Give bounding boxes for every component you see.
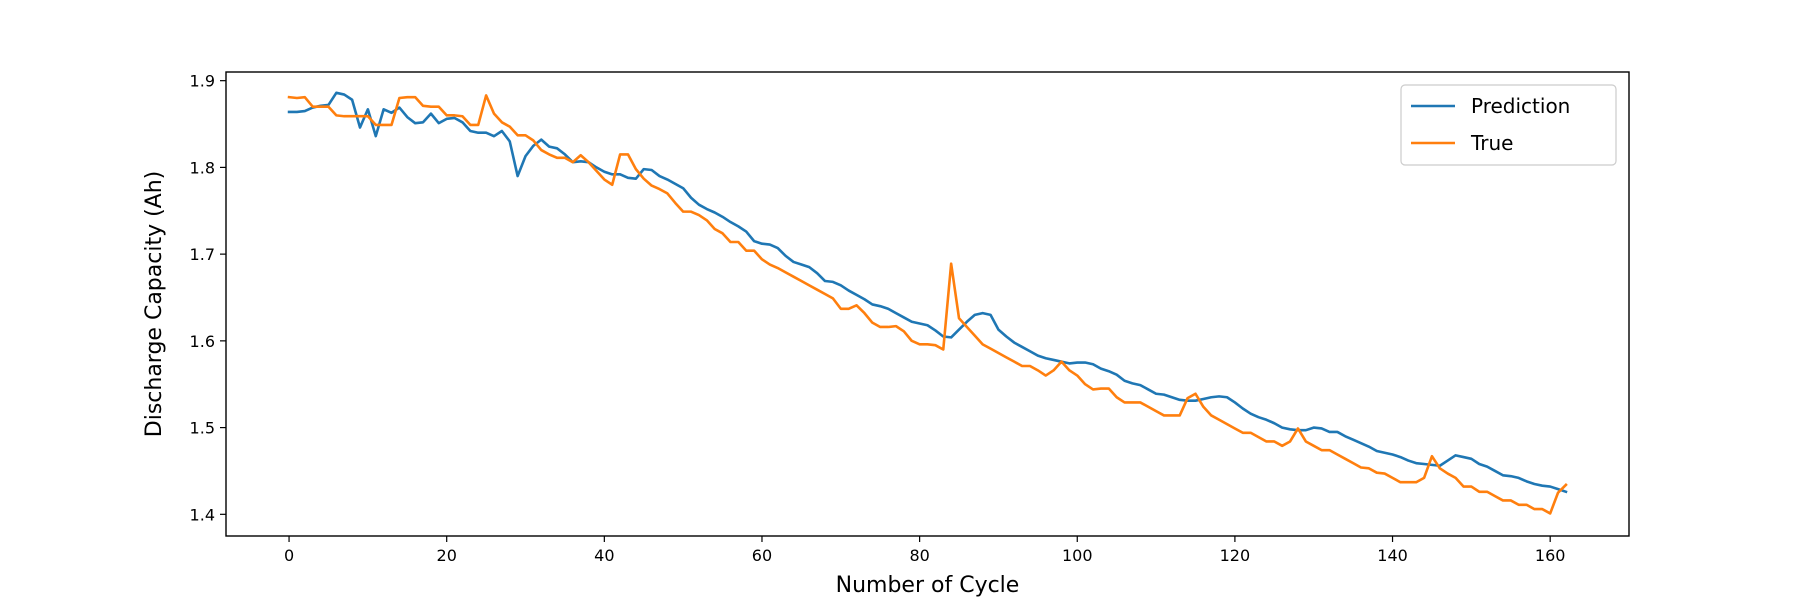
series-line-true	[287, 94, 1568, 515]
x-axis-label: Number of Cycle	[836, 573, 1020, 598]
y-tick-label: 1.5	[190, 419, 215, 438]
y-tick-label: 1.9	[190, 72, 215, 91]
y-axis-ticks: 1.4 1.5 1.6 1.7 1.8 1.9	[190, 72, 226, 524]
x-tick-label: 100	[1062, 546, 1093, 565]
legend: Prediction True	[1400, 84, 1617, 166]
x-axis-ticks: 0 20 40 60 80 100 120 140 160	[284, 536, 1565, 565]
y-tick-label: 1.8	[190, 158, 215, 177]
plot-frame	[225, 71, 1630, 537]
x-tick-label: 120	[1220, 546, 1251, 565]
x-tick-label: 80	[909, 546, 929, 565]
legend-label-true: True	[1470, 131, 1513, 155]
x-tick-label: 60	[752, 546, 772, 565]
x-tick-label: 20	[437, 546, 457, 565]
series-lines	[287, 91, 1568, 515]
legend-label-prediction: Prediction	[1471, 94, 1570, 118]
y-axis-label: Discharge Capacity (Ah)	[142, 171, 167, 437]
x-tick-label: 40	[594, 546, 614, 565]
x-tick-label: 160	[1535, 546, 1566, 565]
y-tick-label: 1.4	[190, 505, 215, 524]
x-tick-label: 140	[1377, 546, 1408, 565]
x-tick-label: 0	[284, 546, 294, 565]
y-tick-label: 1.7	[190, 245, 215, 264]
series-line-prediction	[287, 91, 1568, 494]
y-tick-label: 1.6	[190, 332, 215, 351]
